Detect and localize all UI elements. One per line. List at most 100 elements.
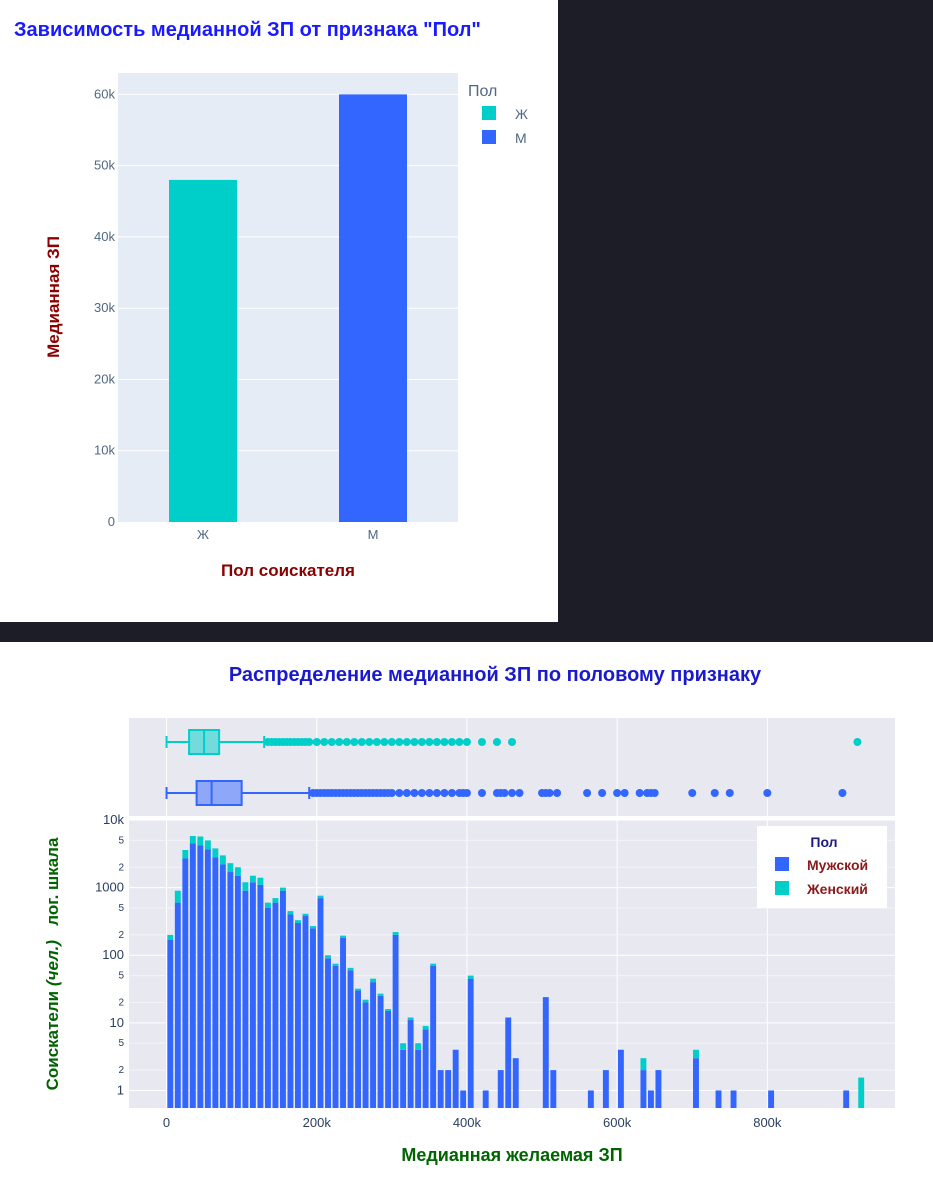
histogram-bar-male: [693, 1058, 699, 1108]
histogram-bar-female: [189, 835, 196, 844]
histogram-bar-female: [219, 855, 226, 865]
boxplot-male-outlier: [725, 789, 734, 797]
histogram-bar-male: [287, 914, 294, 1108]
y-minor-tick-label: 5: [118, 903, 124, 914]
histogram-bar-male: [385, 1010, 392, 1108]
median-salary-by-gender-panel: Зависимость медианной ЗП от признака "По…: [0, 0, 558, 622]
boxplot-male-outlier: [710, 789, 719, 797]
x-tick-label: 800k: [753, 1115, 782, 1130]
histogram-bar-female: [212, 848, 219, 858]
boxplot-female-outlier: [335, 738, 344, 746]
histogram-bar-male: [310, 928, 316, 1108]
boxplot-female-outlier: [417, 738, 426, 746]
y-tick-label: 1000: [95, 880, 124, 895]
histogram-bar-male: [415, 1049, 422, 1108]
bar-female: [169, 179, 237, 522]
histogram-bar-male: [362, 1002, 369, 1108]
y-tick-label: 10: [110, 1015, 124, 1030]
histogram-bar-male: [355, 990, 362, 1108]
boxplot-female-outlier: [372, 738, 381, 746]
histogram-bar-female: [234, 867, 241, 876]
y-tick-label: 10k: [94, 443, 115, 458]
histogram-bar-male: [227, 872, 234, 1108]
boxplot-male-outlier: [402, 789, 411, 797]
boxplot-male-outlier: [387, 789, 396, 797]
boxplot-male-outlier: [553, 789, 562, 797]
boxplot-female-outlier: [320, 738, 329, 746]
histogram-bar-female: [317, 895, 324, 899]
boxplot-male-outlier: [417, 789, 426, 797]
histogram-bar-male: [430, 965, 437, 1108]
y-tick-label: 100: [102, 947, 124, 962]
boxplot-male-outlier: [440, 789, 449, 797]
legend-label-male[interactable]: М: [515, 130, 527, 146]
y-axis-title-part3: лог. шкала: [43, 837, 62, 940]
legend-label-female[interactable]: Ж: [515, 106, 528, 122]
legend-swatch-male[interactable]: [775, 857, 789, 871]
histogram-bar-female: [272, 898, 279, 903]
legend-label-female[interactable]: Женский: [806, 881, 868, 897]
histogram-bar-male: [437, 1070, 444, 1108]
legend-title: Пол: [810, 834, 837, 850]
histogram-bar-male: [295, 922, 301, 1108]
histogram-bar-male: [249, 882, 256, 1108]
boxplot-female-outlier: [365, 738, 374, 746]
y-tick-labels: 1 2 5 10 2 5 100 2 5 1000 2 5 10k: [95, 812, 124, 1097]
histogram-bar-male: [497, 1070, 504, 1108]
boxplot-male-box: [195, 780, 243, 806]
legend-swatch-male[interactable]: [482, 130, 496, 144]
histogram-bar-female: [392, 932, 399, 935]
histogram-bar-female: [400, 1043, 407, 1050]
boxplot-male-outlier: [410, 789, 419, 797]
chart-title: Распределение медианной ЗП по половому п…: [229, 664, 762, 686]
chart-title: Зависимость медианной ЗП от признака "По…: [14, 19, 481, 41]
boxplot-male-outlier: [500, 789, 509, 797]
boxplot-male-outlier: [763, 789, 772, 797]
legend-swatch-female[interactable]: [482, 106, 496, 120]
boxplot-female-outlier: [357, 738, 366, 746]
x-tick-labels: 0 200k 400k 600k 800k: [163, 1115, 782, 1130]
histogram-bar-male: [234, 875, 241, 1108]
histogram-bar-male: [242, 890, 249, 1108]
boxplot-female-outlier: [492, 738, 501, 746]
histogram-bar-female: [167, 934, 174, 940]
legend: Пол Мужской Женский: [757, 826, 887, 908]
histogram-bar-male: [452, 1049, 459, 1108]
legend-swatch-female[interactable]: [775, 881, 789, 895]
histogram-bar-male: [347, 970, 354, 1108]
bar-chart: Зависимость медианной ЗП от признака "По…: [14, 19, 528, 580]
histogram-bar-female: [640, 1058, 647, 1071]
histogram-bar-female: [347, 967, 354, 971]
histogram-bar-female: [257, 877, 264, 885]
x-tick-label: 400k: [453, 1115, 482, 1130]
y-minor-tick-label: 5: [118, 971, 124, 982]
histogram-bar-male: [317, 898, 324, 1108]
histogram-bar-male: [587, 1090, 594, 1108]
boxplot-male-outlier: [545, 789, 554, 797]
x-tick-label: Ж: [197, 527, 209, 542]
boxplot-male-outlier: [447, 789, 456, 797]
histogram-bar-male: [640, 1070, 647, 1108]
histogram-bar-male: [257, 884, 264, 1108]
boxplot-female-outlier: [312, 738, 321, 746]
histogram-bar-male: [460, 1090, 467, 1108]
histogram-bar-female: [279, 887, 286, 891]
y-minor-tick-label: 2: [118, 862, 124, 873]
boxplot-male-outlier: [635, 789, 644, 797]
histogram-bar-male: [212, 857, 219, 1108]
boxplot-female-outlier: [477, 738, 486, 746]
y-minor-tick-label: 5: [118, 1038, 124, 1049]
boxplot-male-outlier: [613, 789, 622, 797]
histogram-bar-female: [377, 993, 384, 996]
histogram-bar-female: [287, 911, 294, 915]
histogram-bar-female: [430, 963, 437, 966]
histogram-bar-male: [377, 995, 384, 1108]
boxplot-male-outlier: [515, 789, 524, 797]
boxplot-female-outlier: [853, 738, 862, 746]
legend-label-male[interactable]: Мужской: [807, 857, 868, 873]
histogram-bar-male: [370, 982, 377, 1108]
y-tick-label: 60k: [94, 86, 115, 101]
histogram-bar-female: [407, 1017, 414, 1021]
bar-male: [339, 94, 407, 522]
boxplot-female-outlier: [440, 738, 449, 746]
